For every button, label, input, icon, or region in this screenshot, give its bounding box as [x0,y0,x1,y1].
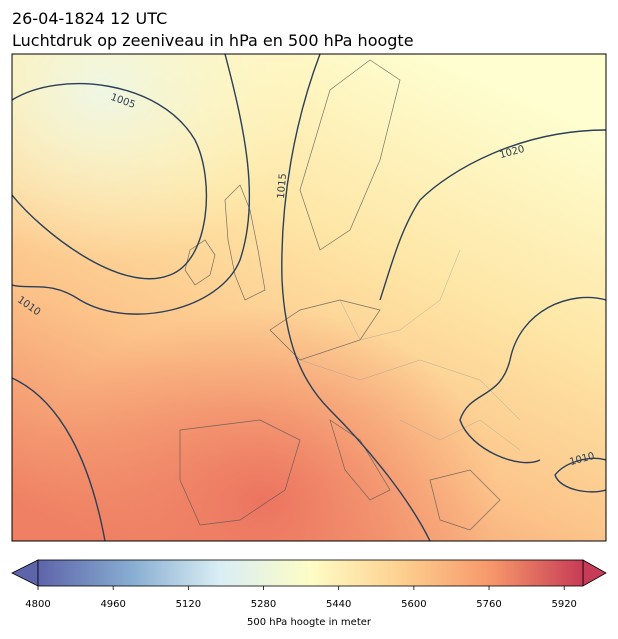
colorbar-tick-label: 4960 [100,599,125,610]
isobar-label: 1015 [276,173,289,199]
isobars [12,54,606,541]
map-frame [11,53,607,542]
colorbar-tick-label: 5600 [401,599,426,610]
colorbar-tick-label: 5440 [326,599,351,610]
colorbar-tick-label: 5920 [551,599,576,610]
map: 1005 1010 1015 1020 1010 [12,54,606,541]
subtitle: Luchtdruk op zeeniveau in hPa en 500 hPa… [12,31,414,50]
colorbar-tick-label: 5280 [251,599,276,610]
colorbar-extend-low [11,559,39,587]
colorbar: 4800 4960 5120 5280 5440 5600 5760 5920 [11,559,607,610]
colorbar-tick-label: 5760 [476,599,501,610]
colorbar-label: 500 hPa hoogte in meter [247,617,372,628]
colorbar-extend-high [582,559,607,587]
height-field-high [12,54,606,541]
title: 26-04-1824 12 UTC [12,9,167,28]
borders [299,249,521,451]
colorbar-tick-label: 5120 [176,599,201,610]
colorbar-body [37,559,584,587]
colorbar-tick-label: 4800 [25,599,50,610]
